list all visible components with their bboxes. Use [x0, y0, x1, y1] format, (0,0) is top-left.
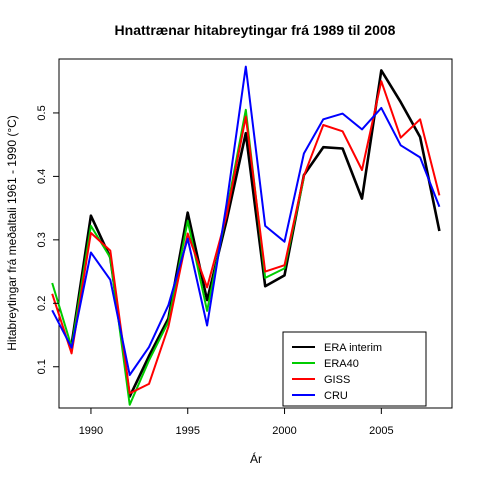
legend-label: ERA interim — [324, 342, 382, 354]
x-tick-label: 2000 — [272, 425, 296, 437]
legend-label: GISS — [324, 374, 350, 386]
series-line-giss — [51, 80, 441, 395]
y-tick-label: 0.3 — [36, 232, 48, 247]
y-axis-title: Hitabreytingar frá meðaltali 1961 - 1990… — [5, 115, 19, 351]
y-tick-label: 0.2 — [36, 296, 48, 311]
x-axis-title: Ár — [250, 451, 262, 466]
plot-frame — [58, 58, 453, 409]
chart-title: Hnattrænar hitabreytingar frá 1989 til 2… — [115, 22, 396, 38]
x-tick-label: 2005 — [369, 425, 393, 437]
x-tick-label: 1995 — [175, 425, 199, 437]
plot-area — [58, 58, 453, 409]
y-tick-label: 0.5 — [36, 105, 48, 120]
series-line-cru — [51, 65, 441, 376]
legend-label: ERA40 — [324, 358, 359, 370]
axes-layer: 1990 1995 2000 2005 0.1 0.2 0.3 0.4 0.5 — [36, 105, 394, 437]
y-tick-label: 0.1 — [36, 359, 48, 374]
legend-label: CRU — [324, 390, 348, 402]
x-tick-label: 1990 — [79, 425, 103, 437]
legend-box — [282, 331, 427, 407]
series-layer — [51, 65, 441, 406]
y-tick-label: 0.4 — [36, 169, 48, 184]
legend: ERA interim ERA40 GISS CRU — [282, 331, 427, 407]
